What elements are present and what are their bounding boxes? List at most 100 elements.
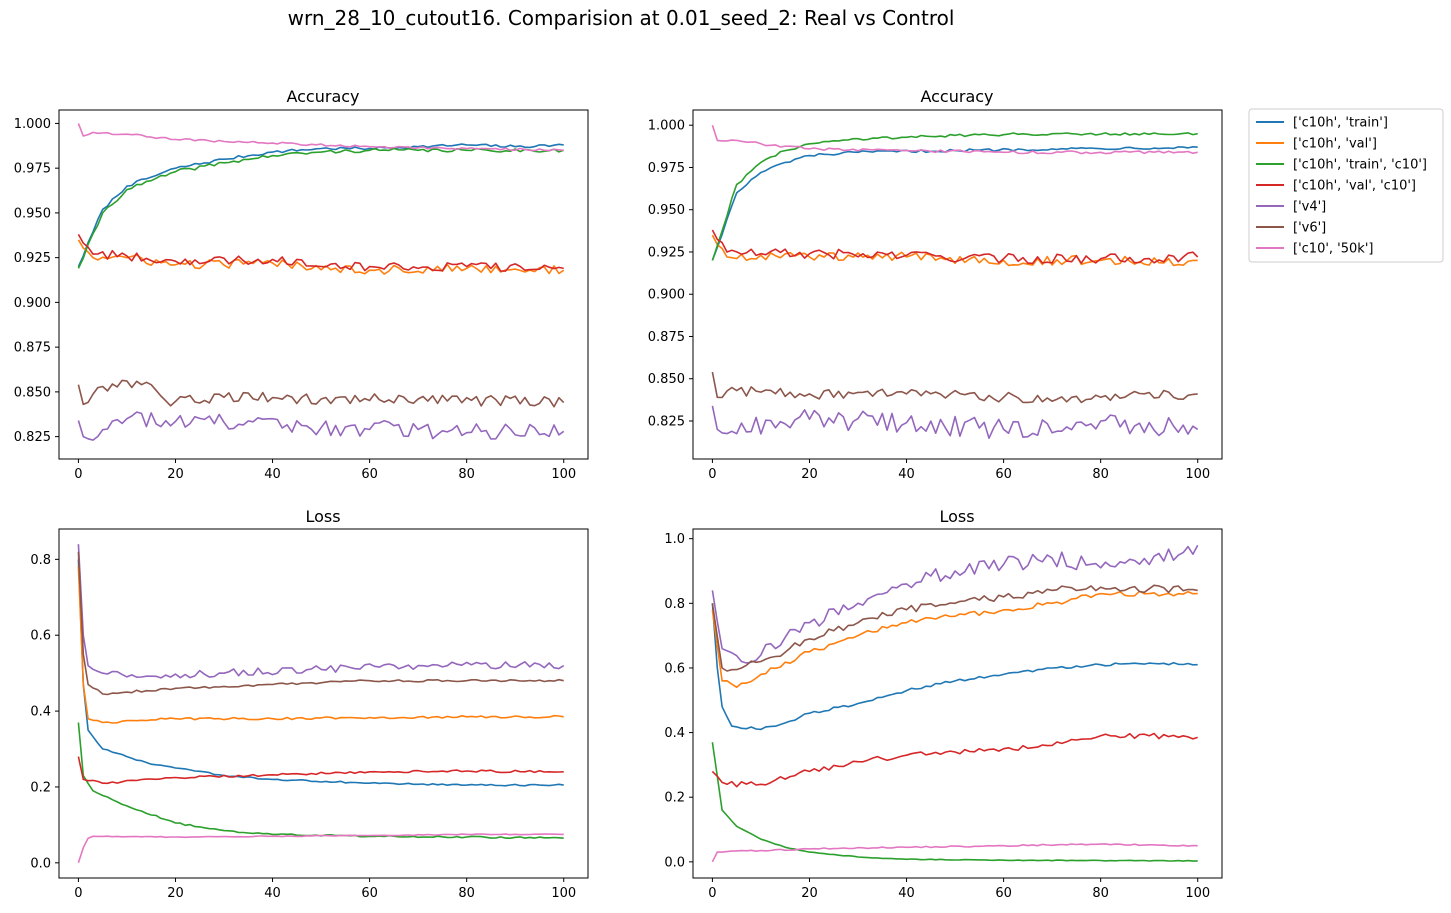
series-line-c10h-val <box>77 566 564 724</box>
series-line-v4 <box>711 544 1199 664</box>
series-line-c10h-train-c10 <box>711 132 1198 261</box>
series-line-c10-50k <box>711 124 1198 155</box>
x-tick-label: 100 <box>551 886 576 901</box>
panel-title: Accuracy <box>286 87 359 106</box>
y-tick-label: 0.925 <box>648 245 685 260</box>
figure-title: wrn_28_10_cutout16. Comparision at 0.01_… <box>288 6 955 30</box>
x-tick-label: 0 <box>74 467 82 482</box>
y-tick-label: 0.950 <box>14 206 51 221</box>
x-tick-label: 100 <box>1185 886 1210 901</box>
series-line-c10h-train <box>77 143 564 267</box>
series-line-c10-50k <box>77 123 564 152</box>
y-tick-label: 0.2 <box>664 791 685 806</box>
y-tick-label: 0.6 <box>30 629 51 644</box>
series-line-c10h-val-c10 <box>77 234 564 272</box>
x-tick-label: 60 <box>361 467 378 482</box>
x-tick-label: 40 <box>264 467 281 482</box>
legend-label: ['v4'] <box>1293 200 1326 215</box>
accuracy-control-panel: Accuracy 0 20 40 60 80 100 0.825 0.850 0.875 0.90… <box>648 87 1223 482</box>
x-tick-label: 80 <box>1092 467 1109 482</box>
series-line-c10h-train <box>711 603 1198 731</box>
y-tick-label: 0.825 <box>14 430 51 445</box>
series-line-c10-50k <box>77 833 564 864</box>
y-tick-label: 0.850 <box>14 385 51 400</box>
y-tick-label: 0.900 <box>648 288 685 303</box>
y-tick-label: 0.875 <box>14 341 51 356</box>
y-tick-label: 0.8 <box>30 553 51 568</box>
series-line-c10h-val-c10 <box>77 756 564 785</box>
y-tick-label: 0.875 <box>648 330 685 345</box>
loss-real-panel: Loss 0 20 40 60 80 100 0.0 0.2 0.4 0.6 0.8 <box>30 507 589 901</box>
series-line-v4 <box>77 411 565 441</box>
x-tick-label: 60 <box>995 467 1012 482</box>
x-tick-label: 60 <box>995 886 1012 901</box>
series-line-c10h-val-c10 <box>711 229 1199 265</box>
y-tick-label: 0.0 <box>30 856 51 871</box>
series-line-c10h-train-c10 <box>77 722 564 840</box>
series-line-c10h-train-c10 <box>711 742 1198 862</box>
plot-frame <box>58 109 589 460</box>
y-tick-label: 0.4 <box>30 705 51 720</box>
x-tick-label: 60 <box>361 886 378 901</box>
y-tick-label: 0.925 <box>14 251 51 266</box>
x-tick-label: 100 <box>1185 467 1210 482</box>
series-line-c10-50k <box>711 843 1198 863</box>
plot-frame <box>58 528 589 879</box>
x-tick-label: 80 <box>458 886 475 901</box>
x-tick-label: 0 <box>74 886 82 901</box>
x-tick-label: 80 <box>1092 886 1109 901</box>
y-tick-label: 0.975 <box>648 161 685 176</box>
y-tick-label: 1.0 <box>664 532 685 547</box>
legend-label: ['v6'] <box>1293 221 1326 236</box>
y-tick-label: 1.000 <box>648 119 685 134</box>
plot-frame <box>692 528 1223 879</box>
series-line-c10h-val <box>711 590 1198 689</box>
legend: ['c10h', 'train'] ['c10h', 'val'] ['c10h',… <box>1248 108 1444 263</box>
series-line-c10h-train-c10 <box>77 147 564 269</box>
loss-control-panel: Loss 0 20 40 60 80 100 0.0 0.2 0.4 0.6 0.8 1.0 <box>664 507 1223 901</box>
x-tick-label: 80 <box>458 467 475 482</box>
x-tick-label: 20 <box>167 467 184 482</box>
x-tick-label: 20 <box>167 886 184 901</box>
panel-title: Accuracy <box>920 87 993 106</box>
legend-frame <box>1248 108 1444 263</box>
x-tick-label: 0 <box>708 467 716 482</box>
accuracy-real-panel: Accuracy 0 20 40 60 80 100 0.825 0.850 0.875 0.90… <box>14 87 589 482</box>
series-line-c10h-train <box>711 146 1198 261</box>
plot-frame <box>692 109 1223 460</box>
series-line-c10h-val <box>711 234 1198 267</box>
y-tick-label: 1.000 <box>14 117 51 132</box>
y-tick-label: 0.0 <box>664 855 685 870</box>
x-tick-label: 100 <box>551 467 576 482</box>
series-line-v4 <box>711 405 1199 440</box>
y-tick-label: 0.900 <box>14 296 51 311</box>
x-tick-label: 20 <box>801 886 818 901</box>
y-tick-label: 0.4 <box>664 726 685 741</box>
panel-title: Loss <box>939 507 974 526</box>
legend-label: ['c10h', 'train'] <box>1293 116 1388 131</box>
series-line-v6 <box>77 551 564 696</box>
y-tick-label: 0.975 <box>14 162 51 177</box>
series-line-v6 <box>711 371 1198 404</box>
legend-label: ['c10', '50k'] <box>1293 242 1373 257</box>
series-line-v6 <box>711 584 1198 672</box>
legend-label: ['c10h', 'val', 'c10'] <box>1293 179 1416 194</box>
y-tick-label: 0.8 <box>664 597 685 612</box>
y-tick-label: 0.825 <box>648 414 685 429</box>
y-tick-label: 0.850 <box>648 372 685 387</box>
series-line-v4 <box>77 544 565 679</box>
x-tick-label: 20 <box>801 467 818 482</box>
y-tick-label: 0.950 <box>648 203 685 218</box>
legend-label: ['c10h', 'val'] <box>1293 137 1377 152</box>
x-tick-label: 40 <box>264 886 281 901</box>
legend-label: ['c10h', 'train', 'c10'] <box>1293 158 1427 173</box>
x-tick-label: 40 <box>898 886 915 901</box>
series-line-v6 <box>77 379 565 408</box>
series-line-c10h-train <box>77 559 564 787</box>
panel-title: Loss <box>305 507 340 526</box>
y-tick-label: 0.6 <box>664 661 685 676</box>
x-tick-label: 0 <box>708 886 716 901</box>
series-line-c10h-val-c10 <box>711 732 1198 788</box>
y-tick-label: 0.2 <box>30 780 51 795</box>
